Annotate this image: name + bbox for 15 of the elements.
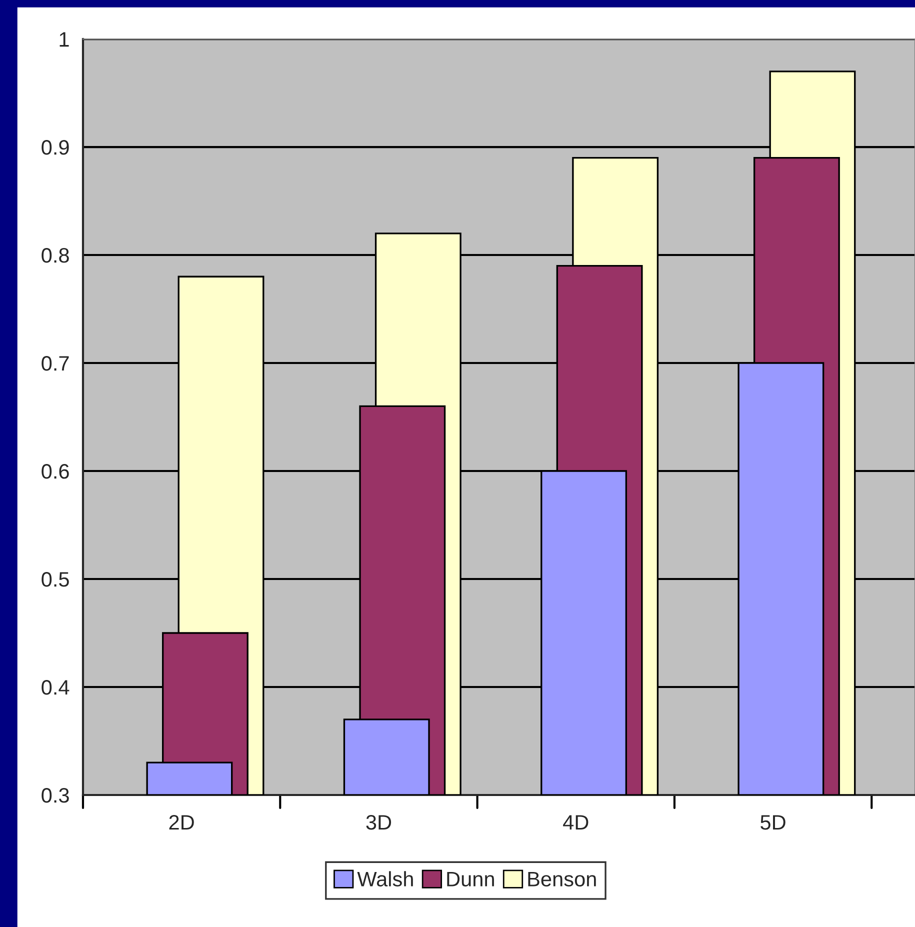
legend-label: Benson: [528, 872, 596, 886]
y-tick-label: 0.7: [42, 356, 69, 371]
y-tick-label: 0.3: [42, 788, 69, 803]
y-tick-label: 0.9: [42, 140, 69, 155]
x-tick-label: 4D: [563, 815, 588, 830]
y-tick-label: 0.8: [42, 248, 69, 263]
y-tick-label: 0.6: [42, 464, 69, 479]
x-tick-label: 3D: [366, 814, 392, 830]
legend-label: Dunn: [447, 872, 494, 886]
y-tick-label: 0.4: [42, 680, 70, 695]
y-tick-label: 1: [60, 32, 69, 47]
legend-label: Walsh: [357, 871, 413, 886]
y-tick-label: 0.5: [42, 572, 69, 587]
x-tick-label: 5D: [760, 815, 786, 830]
x-tick-label: 2D: [169, 814, 194, 830]
